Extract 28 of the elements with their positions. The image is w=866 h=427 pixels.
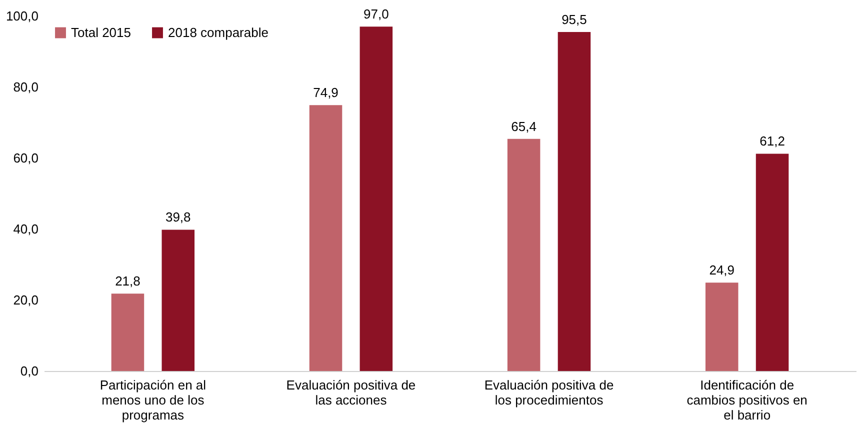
data-label: 74,9	[313, 85, 338, 100]
data-label: 21,8	[115, 274, 140, 289]
data-label: 95,5	[562, 12, 587, 27]
x-tick-label: Identificación de cambios positivos en el barrio	[686, 378, 808, 422]
y-tick-label: 0,0	[20, 364, 38, 378]
bar	[309, 105, 342, 371]
data-label: 65,4	[511, 118, 536, 134]
data-label: 24,9	[709, 262, 735, 278]
bar	[162, 230, 195, 371]
bar	[705, 282, 738, 371]
data-label: 39,8	[165, 210, 191, 225]
y-tick-label: 60,0	[13, 150, 38, 166]
x-tick-label: Evaluación positiva de los procedimientos	[484, 378, 614, 408]
y-tick-label: 100,0	[6, 8, 38, 24]
legend-label: Total 2015	[71, 24, 131, 40]
bar	[558, 32, 591, 371]
legend-label: 2018 comparable	[168, 24, 268, 40]
y-tick-label: 20,0	[13, 292, 38, 308]
bar	[360, 26, 393, 371]
x-tick-label: Participación en al menos uno de los programas	[100, 378, 206, 422]
bar	[111, 294, 144, 371]
data-label: 97,0	[364, 6, 389, 22]
bar	[507, 138, 540, 371]
y-tick-label: 40,0	[13, 222, 38, 236]
bar	[756, 154, 789, 371]
data-label: 61,2	[760, 134, 785, 149]
x-tick-label: Evaluación positiva de las acciones	[286, 378, 416, 408]
y-tick-label: 80,0	[13, 80, 38, 94]
